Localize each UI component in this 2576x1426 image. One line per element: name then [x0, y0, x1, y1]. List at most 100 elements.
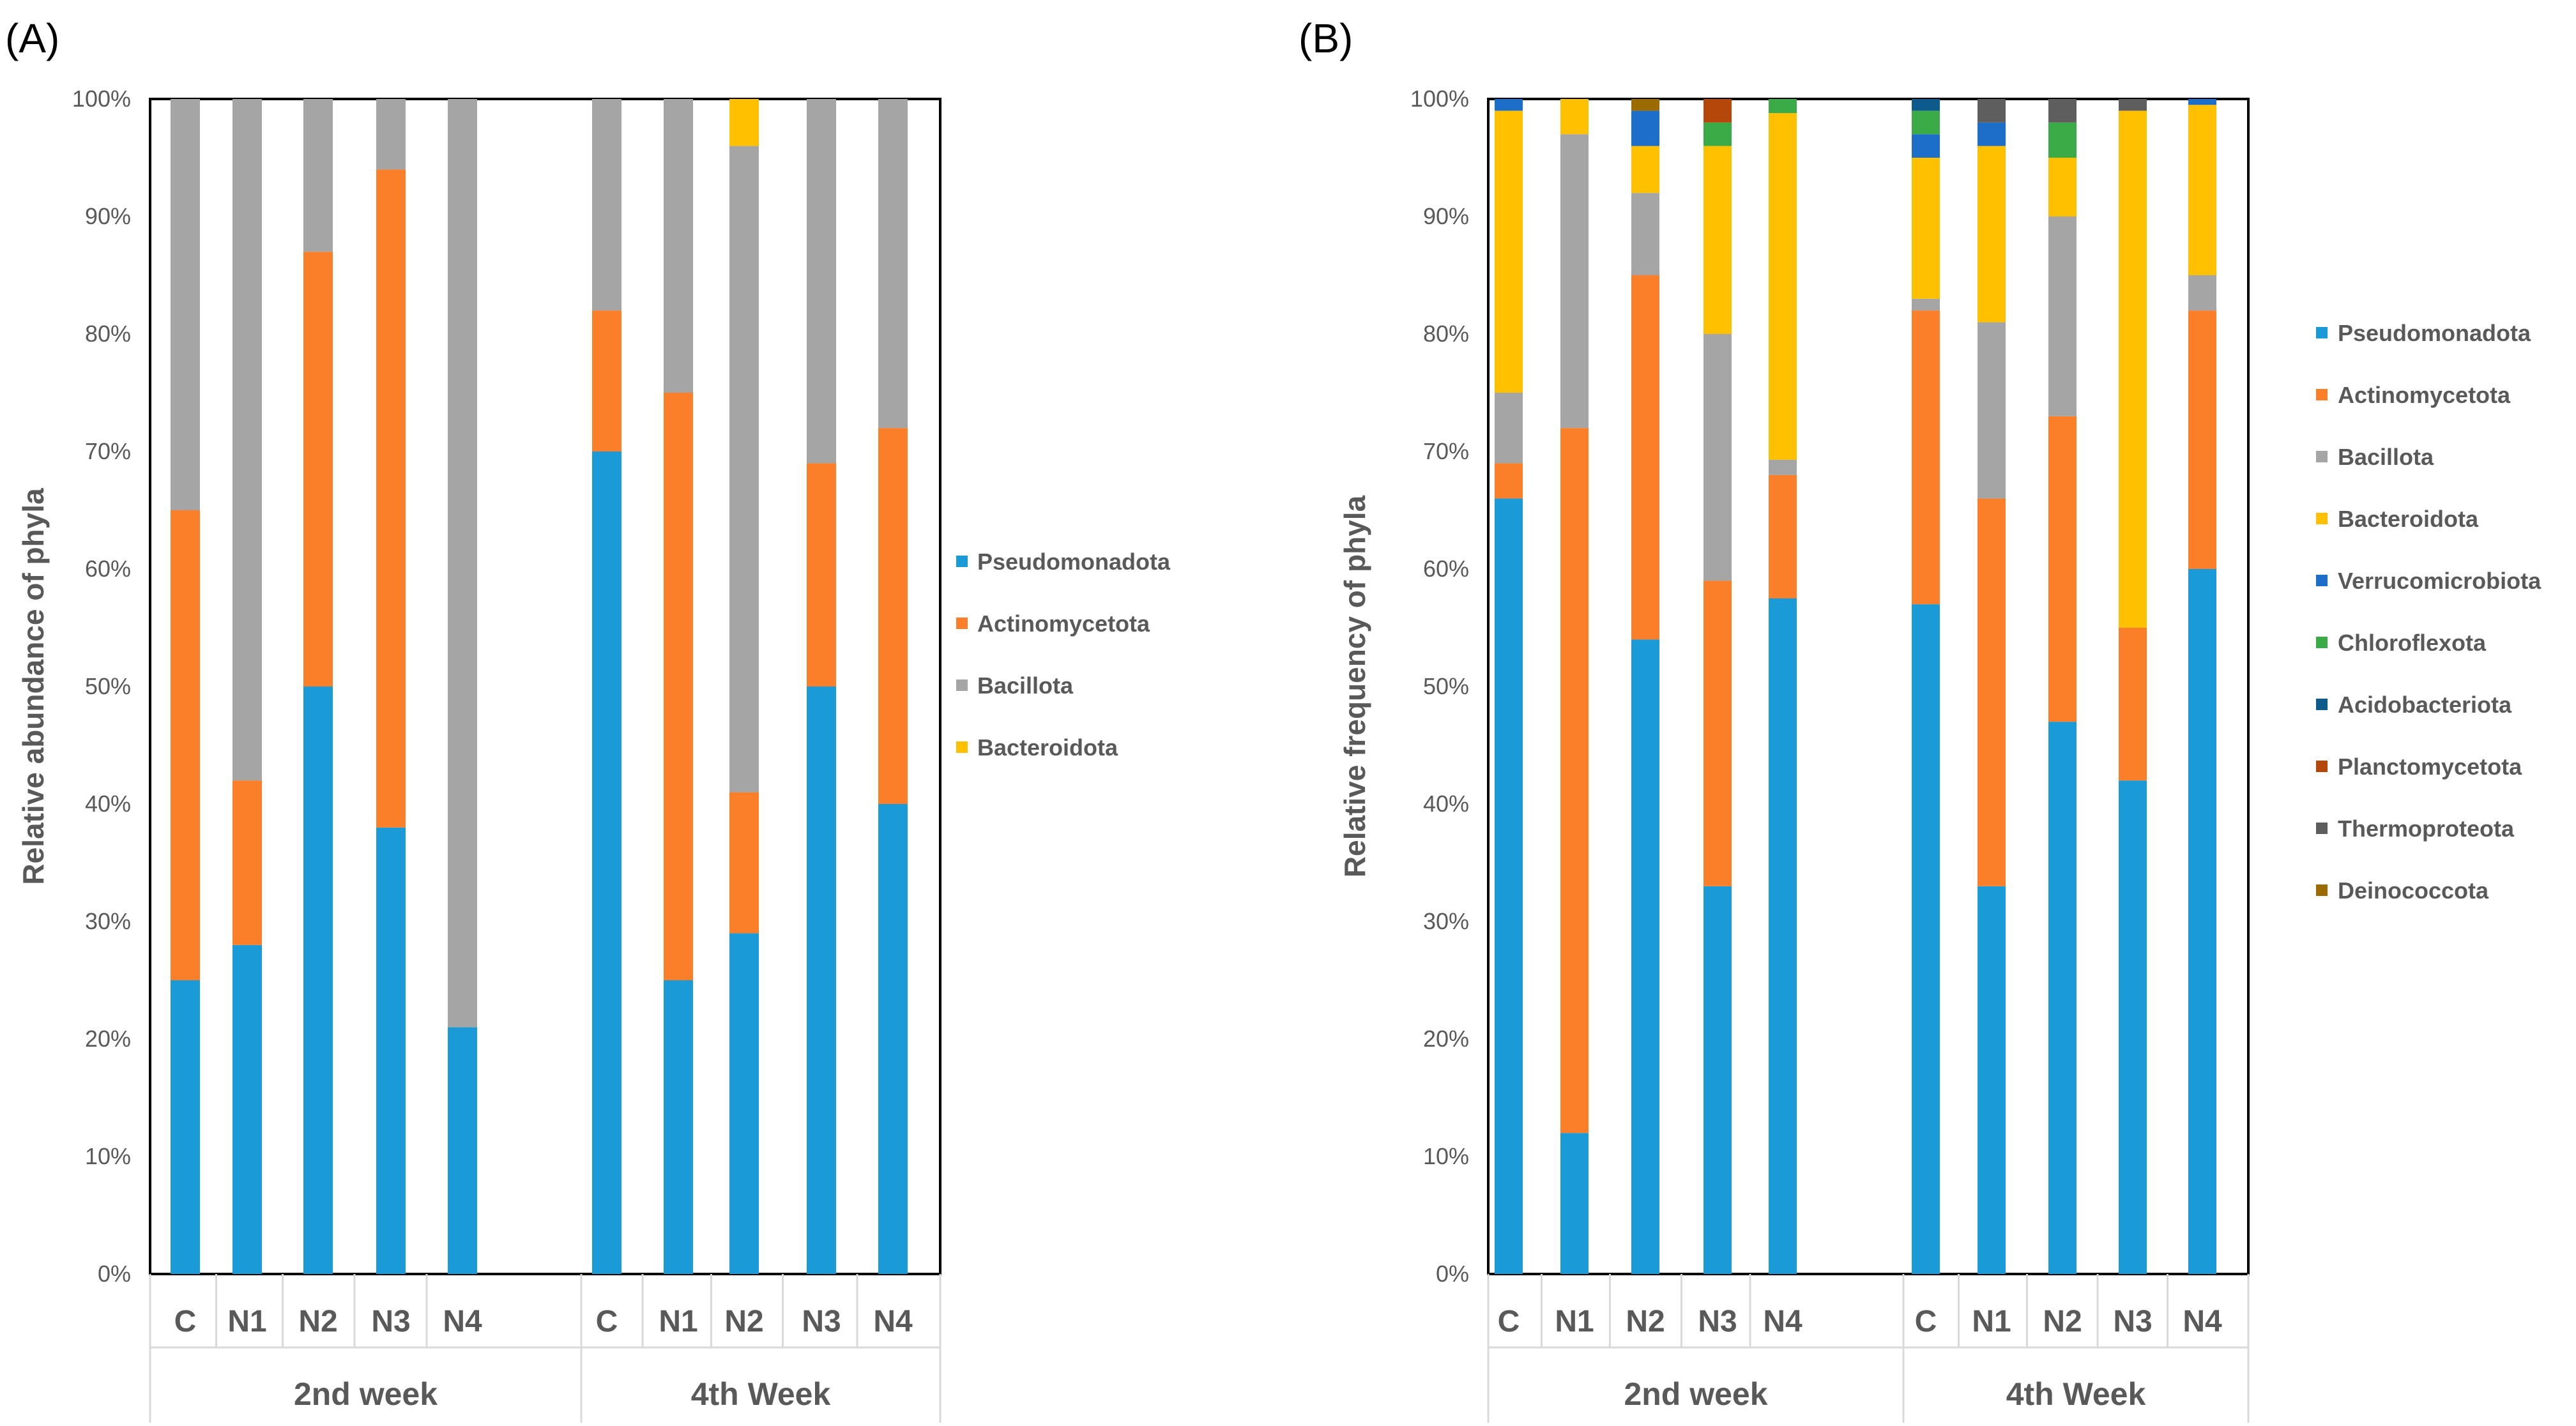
legend-swatch [2316, 699, 2328, 710]
legend-swatch [956, 679, 968, 691]
bar-segment-verrucomicrobiota [1495, 99, 1523, 111]
legend-swatch [2316, 637, 2328, 648]
category-label: N2 [1626, 1305, 1665, 1339]
y-tick-label: 0% [98, 1261, 131, 1287]
chart-b: (B) 0% 10% 20% 30% 40% 50% 60% 70% 80% 90% 100% Rela… [1299, 15, 2542, 1423]
bar-segment-actinomycetota [2048, 416, 2077, 722]
bar-segment-bacillota [1495, 393, 1523, 464]
bar-segment-pseudomonadota [729, 933, 759, 1274]
legend-swatch [2316, 513, 2328, 524]
legend-swatch [2316, 327, 2328, 338]
bar-segment-bacillota [729, 146, 759, 793]
y-tick-label: 20% [85, 1026, 131, 1052]
group-label: 4th Week [691, 1376, 831, 1412]
legend-label: Pseudomonadota [977, 549, 1171, 575]
bar-segment-pseudomonadota [2119, 780, 2147, 1274]
y-tick-label: 40% [85, 791, 131, 817]
bar-segment-bacteroidota [2188, 105, 2216, 275]
bar-segment-pseudomonadota [1978, 886, 2006, 1274]
y-tick-label: 10% [1423, 1143, 1469, 1169]
bar-segment-actinomycetota [1703, 580, 1732, 886]
bar-segment-bacillota [448, 99, 477, 1028]
category-label: N2 [724, 1305, 763, 1339]
bar-segment-bacillota [303, 99, 333, 252]
bar-segment-thermoproteota [2048, 99, 2077, 123]
bar-segment-bacteroidota [1769, 113, 1797, 460]
bar-segment-pseudomonadota [1560, 1133, 1589, 1274]
plot-frame [1487, 98, 2250, 1275]
y-tick-label: 70% [85, 438, 131, 464]
legend-label: Acidobacteriota [2338, 692, 2512, 718]
category-label: N2 [298, 1305, 337, 1339]
bar-segment-chloroflexota [1912, 110, 1940, 135]
bar-segment-actinomycetota [1912, 310, 1940, 605]
category-label: N1 [659, 1305, 697, 1339]
bar-segment-bacteroidota [1978, 146, 2006, 322]
bar-segment-actinomycetota [807, 463, 836, 686]
legend-label: Bacteroidota [977, 734, 1118, 761]
y-tick-label: 40% [1423, 791, 1469, 817]
bar-segment-bacillota [2048, 216, 2077, 416]
bar-segment-pseudomonadota [376, 827, 406, 1274]
bar-segment-bacteroidota [1703, 146, 1732, 334]
bar-segment-pseudomonadota [807, 686, 836, 1274]
y-tick-label: 50% [85, 673, 131, 699]
bar-segment-pseudomonadota [592, 451, 621, 1274]
bar-segment-chloroflexota [2048, 122, 2077, 158]
bar-segment-bacillota [376, 99, 406, 170]
bar-segment-actinomycetota [1978, 498, 2006, 886]
legend-label: Chloroflexota [2338, 630, 2487, 656]
y-tick-label: 90% [85, 203, 131, 229]
category-label: N3 [1698, 1305, 1737, 1339]
bar-segment-actinomycetota [729, 792, 759, 934]
bar-segment-pseudomonadota [1495, 498, 1523, 1274]
category-label: N4 [873, 1305, 913, 1339]
legend-swatch [2316, 575, 2328, 586]
bar-segment-thermoproteota [2119, 99, 2147, 111]
category-label: C [1498, 1305, 1520, 1339]
bar-segment-bacillota [232, 99, 262, 781]
legend-swatch [2316, 389, 2328, 400]
category-label: C [1915, 1305, 1937, 1339]
y-tick-label: 0% [1436, 1261, 1469, 1287]
bar-segment-chloroflexota [1703, 122, 1732, 146]
bar-segment-bacillota [2188, 275, 2216, 311]
category-label: N3 [802, 1305, 841, 1339]
y-tick-label: 30% [1423, 908, 1469, 934]
bar-segment-actinomycetota [232, 780, 262, 945]
bar-segment-pseudomonadota [1912, 604, 1940, 1275]
bar-segment-pseudomonadota [878, 804, 908, 1274]
legend-label: Bacillota [977, 672, 1074, 699]
bar-segment-bacillota [1560, 134, 1589, 429]
plot-frame [149, 98, 941, 1275]
bar-segment-actinomycetota [2188, 310, 2216, 569]
bar-segment-deinococcota [1631, 99, 1659, 111]
legend-swatch [956, 618, 968, 629]
bar-segment-actinomycetota [1769, 474, 1797, 598]
category-label: N2 [2043, 1305, 2082, 1339]
y-tick-label: 10% [85, 1143, 131, 1169]
category-label: N3 [371, 1305, 410, 1339]
group-label: 2nd week [1624, 1376, 1767, 1412]
bar-segment-actinomycetota [878, 428, 908, 804]
bar-segment-acidobacteriota [1912, 99, 1940, 111]
y-tick-label: 100% [72, 86, 131, 112]
bar-segment-bacillota [664, 99, 693, 393]
legend-swatch [2316, 884, 2328, 896]
bar-segment-pseudomonadota [171, 980, 200, 1274]
panel-label: (B) [1299, 15, 1353, 61]
category-label: N1 [227, 1305, 266, 1339]
y-tick-label: 70% [1423, 438, 1469, 464]
y-axis-label: Relative frequency of phyla [1338, 495, 1371, 877]
category-label: N1 [1555, 1305, 1594, 1339]
bar-segment-bacillota [1769, 459, 1797, 475]
y-tick-label: 20% [1423, 1026, 1469, 1052]
bar-segment-pseudomonadota [1769, 598, 1797, 1274]
y-tick-label: 80% [1423, 321, 1469, 347]
bar-segment-pseudomonadota [1703, 886, 1732, 1274]
legend-swatch [2316, 823, 2328, 834]
category-label: N4 [1763, 1305, 1802, 1339]
legend-label: Pseudomonadota [2338, 320, 2531, 346]
legend-swatch [956, 556, 968, 567]
bar-segment-pseudomonadota [1631, 639, 1659, 1274]
